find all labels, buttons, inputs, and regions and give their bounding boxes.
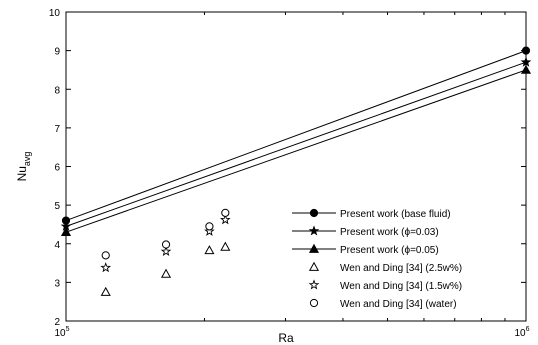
legend-label: Present work (ϕ=0.05)	[340, 245, 439, 256]
y-tick-label: 5	[54, 201, 60, 212]
y-tick-label: 10	[49, 8, 61, 19]
data-point	[161, 240, 171, 249]
y-tick-label: 4	[54, 240, 60, 251]
data-point	[100, 286, 111, 296]
series-5	[100, 214, 231, 273]
legend-label: Wen and Ding [34] (water)	[340, 299, 457, 310]
data-point	[204, 245, 215, 255]
legend-item: Wen and Ding [34] (1.5w%)	[308, 279, 462, 292]
legend-marker	[308, 279, 320, 290]
series-line	[65, 69, 527, 233]
plot-frame	[65, 11, 527, 322]
legend-label: Present work (ϕ=0.03)	[340, 227, 439, 238]
legend-marker	[309, 208, 319, 218]
y-tick-label: 6	[54, 163, 60, 174]
x-tick-label: 105	[54, 326, 69, 339]
plot-area	[60, 46, 532, 296]
series-2	[60, 56, 532, 231]
legend-item: Present work (ϕ=0.05)	[292, 243, 439, 256]
legend-label: Wen and Ding [34] (1.5w%)	[340, 281, 462, 292]
legend-label: Present work (base fluid)	[340, 209, 451, 220]
legend-marker	[309, 298, 319, 308]
y-tick-label: 9	[54, 47, 60, 58]
legend-label: Wen and Ding [34] (2.5w%)	[340, 263, 462, 274]
data-point	[205, 222, 214, 231]
data-point	[160, 268, 172, 278]
legend-item: Wen and Ding [34] (2.5w%)	[308, 261, 462, 274]
legend-item: Wen and Ding [34] (water)	[309, 298, 457, 310]
legend-marker	[308, 261, 320, 271]
series-1	[61, 46, 531, 225]
data-point	[204, 225, 215, 236]
legend-item: Present work (base fluid)	[292, 208, 451, 220]
series-line	[65, 61, 527, 227]
y-axis-label: Nuavg	[15, 152, 32, 182]
data-point	[220, 241, 231, 251]
x-axis-label: Ra	[278, 331, 294, 345]
series-6	[101, 208, 230, 260]
legend-marker	[308, 225, 320, 236]
data-point	[100, 262, 112, 273]
x-tick-label: 106	[514, 326, 529, 339]
data-point	[160, 245, 172, 256]
y-tick-label: 2	[54, 317, 60, 328]
y-tick-label: 3	[54, 278, 60, 289]
legend: Present work (base fluid) Present work (ϕ…	[292, 208, 462, 310]
y-tick-label: 8	[54, 85, 60, 96]
legend-item: Present work (ϕ=0.03)	[292, 225, 439, 238]
data-point	[221, 208, 230, 217]
axes: 2 3 4 5 6 7 8 9 10 105 106 Ra Nuavg	[15, 8, 530, 345]
series-4	[100, 241, 231, 296]
series-line	[65, 50, 527, 222]
data-point	[101, 251, 110, 260]
data-point	[220, 214, 231, 225]
legend-marker	[308, 243, 320, 253]
series-3	[60, 64, 532, 237]
y-tick-label: 7	[54, 124, 60, 135]
